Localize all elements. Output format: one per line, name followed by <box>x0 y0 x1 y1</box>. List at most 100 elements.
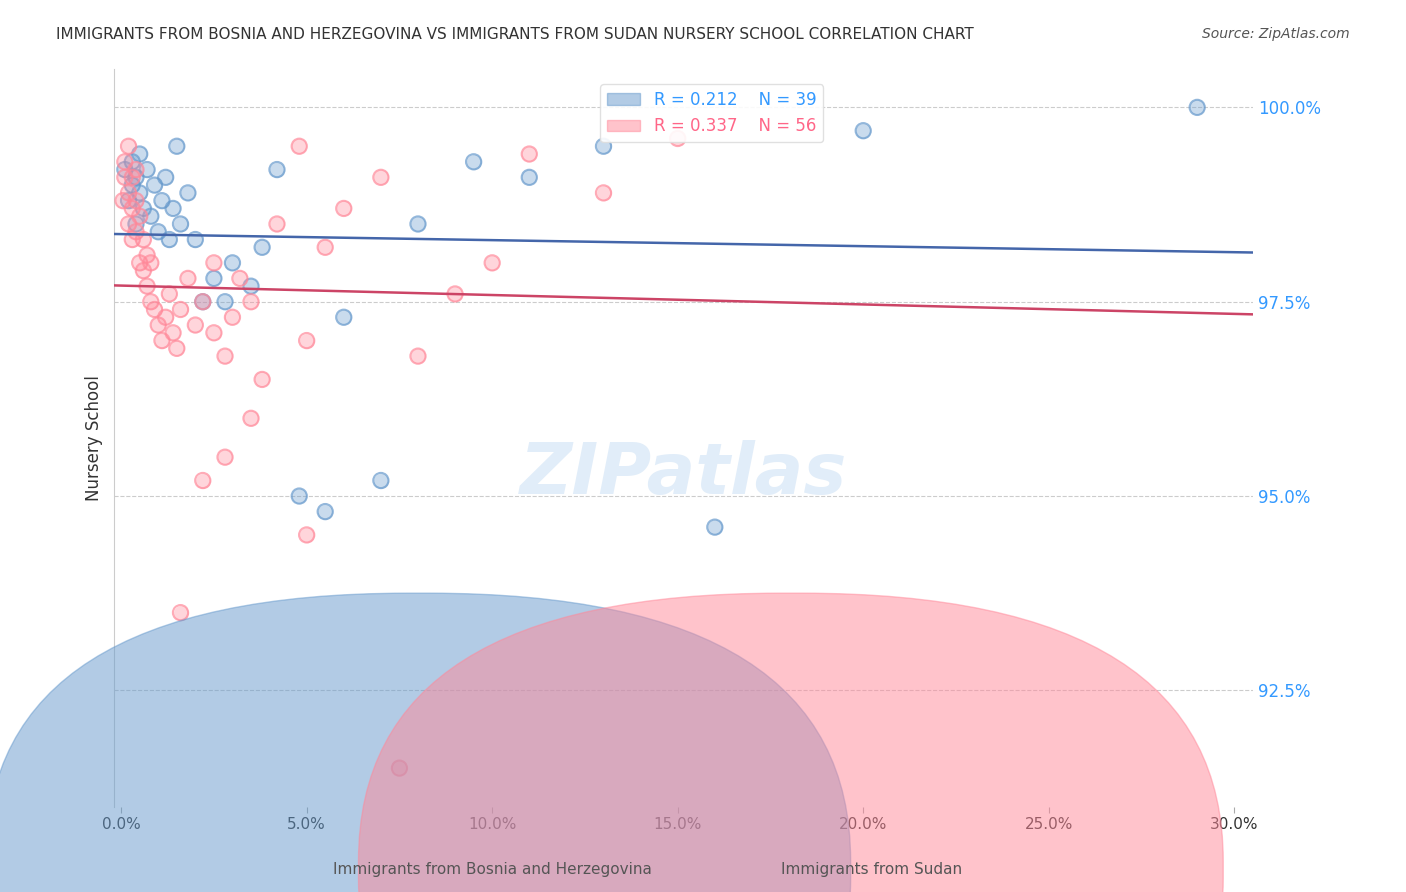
Point <box>150 334 173 348</box>
Point <box>214 294 236 309</box>
Point <box>162 326 184 340</box>
Point <box>288 489 311 503</box>
Point <box>221 256 243 270</box>
Point <box>214 349 236 363</box>
Point <box>202 271 225 285</box>
Point <box>852 124 875 138</box>
Point <box>240 294 263 309</box>
Point <box>150 194 173 208</box>
Point <box>221 310 243 325</box>
Point <box>463 154 485 169</box>
Point <box>406 217 429 231</box>
Point <box>132 263 155 277</box>
Point <box>240 294 263 309</box>
Point <box>288 139 311 153</box>
Point <box>125 170 148 185</box>
Point <box>166 342 188 356</box>
Point <box>128 209 150 223</box>
Point <box>128 186 150 200</box>
Point <box>703 520 725 534</box>
Point <box>202 326 225 340</box>
Point <box>155 310 177 325</box>
Point <box>111 194 134 208</box>
Point <box>148 318 170 332</box>
Point <box>139 209 162 223</box>
Point <box>177 271 200 285</box>
Legend: R = 0.212    N = 39, R = 0.337    N = 56: R = 0.212 N = 39, R = 0.337 N = 56 <box>600 84 823 142</box>
Point <box>592 139 614 153</box>
Point <box>1185 100 1208 114</box>
Point <box>148 318 170 332</box>
Text: Immigrants from Bosnia and Herzegovina: Immigrants from Bosnia and Herzegovina <box>333 863 651 877</box>
Point <box>250 240 273 254</box>
Point <box>266 162 288 177</box>
Point <box>592 186 614 200</box>
Point <box>143 178 166 193</box>
Point <box>114 154 136 169</box>
Point <box>121 154 143 169</box>
Point <box>121 154 143 169</box>
Point <box>121 170 143 185</box>
Point <box>295 528 318 542</box>
Point <box>517 170 540 185</box>
Point <box>125 194 148 208</box>
Point <box>114 154 136 169</box>
Point <box>139 294 162 309</box>
Point <box>128 256 150 270</box>
Point <box>155 310 177 325</box>
Point <box>214 450 236 465</box>
Point <box>333 310 356 325</box>
Y-axis label: Nursery School: Nursery School <box>86 375 103 500</box>
Point <box>139 256 162 270</box>
Point <box>169 606 191 620</box>
Point <box>169 302 191 317</box>
Text: IMMIGRANTS FROM BOSNIA AND HERZEGOVINA VS IMMIGRANTS FROM SUDAN NURSERY SCHOOL C: IMMIGRANTS FROM BOSNIA AND HERZEGOVINA V… <box>56 27 974 42</box>
Point <box>333 310 356 325</box>
Point <box>136 162 159 177</box>
Point <box>314 505 336 519</box>
Point <box>169 217 191 231</box>
Point <box>136 279 159 293</box>
Point <box>117 139 139 153</box>
Point <box>125 225 148 239</box>
Point <box>184 318 207 332</box>
Point <box>148 225 170 239</box>
Point <box>143 302 166 317</box>
Point <box>517 170 540 185</box>
Point <box>139 256 162 270</box>
Point <box>444 287 467 301</box>
Point <box>155 170 177 185</box>
Point <box>406 349 429 363</box>
Point <box>333 202 356 216</box>
Point <box>266 162 288 177</box>
Point <box>191 294 214 309</box>
Point <box>295 528 318 542</box>
Point <box>370 170 392 185</box>
Point <box>703 520 725 534</box>
Text: Source: ZipAtlas.com: Source: ZipAtlas.com <box>1202 27 1350 41</box>
Point <box>132 263 155 277</box>
Point <box>121 170 143 185</box>
Point <box>155 170 177 185</box>
Point <box>240 411 263 425</box>
Point <box>125 194 148 208</box>
Point <box>250 372 273 386</box>
Point <box>121 233 143 247</box>
Point <box>191 294 214 309</box>
Point <box>117 217 139 231</box>
Point <box>114 162 136 177</box>
Point <box>162 326 184 340</box>
Point <box>136 279 159 293</box>
Point <box>221 310 243 325</box>
Point <box>128 186 150 200</box>
Point <box>125 170 148 185</box>
Point <box>111 194 134 208</box>
Point <box>117 217 139 231</box>
Point <box>191 294 214 309</box>
Point <box>177 186 200 200</box>
Point <box>114 170 136 185</box>
Point <box>166 139 188 153</box>
Point <box>184 233 207 247</box>
Point <box>114 170 136 185</box>
Point <box>121 233 143 247</box>
